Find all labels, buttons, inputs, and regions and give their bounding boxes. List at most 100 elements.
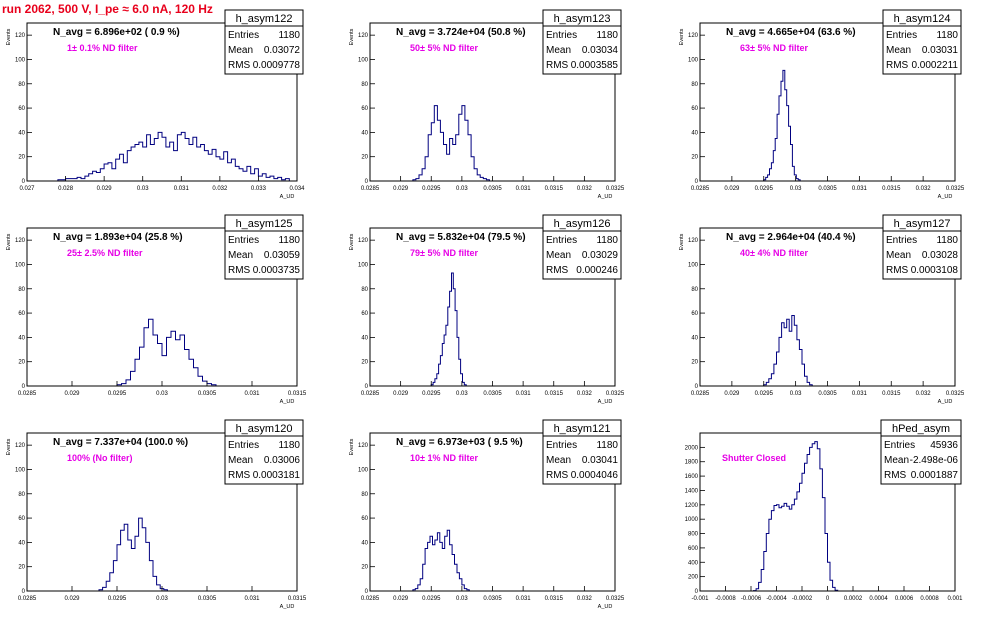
stats-label: Entries xyxy=(228,30,259,41)
y-tick-label: 0 xyxy=(22,384,26,390)
y-tick-label: 200 xyxy=(688,575,699,581)
x-tick-label: 0.0002 xyxy=(844,596,863,602)
x-tick-label: 0.0305 xyxy=(198,391,217,397)
histogram-line xyxy=(412,105,490,181)
histogram-line xyxy=(763,69,801,181)
y-tick-label: 0 xyxy=(695,384,699,390)
y-tick-label: 80 xyxy=(18,492,25,498)
y-tick-label: 60 xyxy=(18,106,25,112)
x-tick-label: 0.031 xyxy=(244,391,260,397)
y-tick-label: 0 xyxy=(695,179,699,185)
y-tick-label: 20 xyxy=(361,155,368,161)
x-tick-label: 0.0004 xyxy=(869,596,888,602)
stats-box-frame xyxy=(882,9,962,75)
x-tick-label: 0.0315 xyxy=(545,596,564,602)
stats-label: Entries xyxy=(886,30,917,41)
x-tick-label: 0.0285 xyxy=(691,186,710,192)
y-tick-label: 40 xyxy=(18,335,25,341)
y-tick-label: 20 xyxy=(18,360,25,366)
x-tick-label: 0.0305 xyxy=(483,391,502,397)
x-tick-label: 0.031 xyxy=(244,596,260,602)
x-tick-label: 0.0315 xyxy=(545,186,564,192)
x-tick-label: 0.0285 xyxy=(361,391,380,397)
y-axis-label: Events xyxy=(6,28,12,45)
x-tick-label: 0.0325 xyxy=(946,391,965,397)
y-axis-label: Events xyxy=(6,438,12,455)
stats-label: Mean xyxy=(546,455,571,466)
stats-label: Entries xyxy=(228,440,259,451)
x-tick-label: 0.0325 xyxy=(606,391,625,397)
stats-label: RMS xyxy=(546,265,569,276)
y-tick-label: 80 xyxy=(691,82,698,88)
x-tick-label: 0.0285 xyxy=(18,391,37,397)
histogram-panel-h_asym127: 0.0285 0.029 0.0295 0.03 0.0305 0.031 0.0315 0.… xyxy=(679,214,965,405)
stats-box-title: hPed_asym xyxy=(892,423,950,435)
x-tick-label: 0.0315 xyxy=(545,391,564,397)
x-tick-label: 0.0285 xyxy=(361,596,380,602)
stats-label: Entries xyxy=(228,235,259,246)
x-tick-label: 0.0295 xyxy=(108,596,127,602)
x-tick-label: 0.029 xyxy=(64,391,80,397)
stats-label: RMS xyxy=(884,470,907,481)
x-tick-label: 0.001 xyxy=(947,596,963,602)
x-tick-label: 0.034 xyxy=(289,186,305,192)
y-tick-label: 80 xyxy=(361,287,368,293)
y-tick-label: 80 xyxy=(361,82,368,88)
y-tick-label: 120 xyxy=(358,238,369,244)
run-title: run 2062, 500 V, I_pe ≈ 6.0 nA, 120 Hz xyxy=(2,2,213,16)
histogram-panel-h_asym124: 0.0285 0.029 0.0295 0.03 0.0305 0.031 0.0315 0.… xyxy=(679,9,965,200)
y-tick-label: 20 xyxy=(18,155,25,161)
x-tick-label: 0.028 xyxy=(58,186,74,192)
stats-value: 0.03041 xyxy=(582,455,619,466)
stats-value: 0.0003585 xyxy=(571,60,619,71)
y-tick-label: 120 xyxy=(15,33,26,39)
stats-box-frame xyxy=(224,214,304,280)
x-axis-label: A_UD xyxy=(598,604,613,610)
stats-value: 0.03034 xyxy=(582,45,619,56)
x-tick-label: 0.0325 xyxy=(606,596,625,602)
stats-value: -2.498e-06 xyxy=(910,455,959,466)
n-avg-label: N_avg = 4.665e+04 (63.6 %) xyxy=(726,27,856,38)
stats-value: 45936 xyxy=(930,440,958,451)
y-tick-label: 800 xyxy=(688,532,699,538)
n-avg-label: N_avg = 3.724e+04 (50.8 %) xyxy=(396,27,526,38)
x-tick-label: 0.029 xyxy=(724,186,740,192)
filter-label: 10± 1% ND filter xyxy=(410,453,478,463)
x-tick-label: 0.0295 xyxy=(422,596,441,602)
stats-value: 1180 xyxy=(596,30,618,41)
y-tick-label: 120 xyxy=(358,443,369,449)
n-avg-label: N_avg = 1.893e+04 (25.8 %) xyxy=(53,232,183,243)
y-tick-label: 400 xyxy=(688,560,699,566)
stats-value: 1180 xyxy=(936,235,958,246)
x-tick-label: 0.0325 xyxy=(606,186,625,192)
stats-label: RMS xyxy=(228,60,251,71)
x-tick-label: -0.0004 xyxy=(766,596,787,602)
x-tick-label: 0.03 xyxy=(456,186,468,192)
stats-value: 1180 xyxy=(278,30,300,41)
stats-label: Mean xyxy=(546,250,571,261)
stats-box-title: h_asym123 xyxy=(554,13,611,25)
stats-value: 0.000246 xyxy=(576,265,618,276)
stats-value: 1180 xyxy=(596,440,618,451)
histogram-panel-h_asym123: 0.0285 0.029 0.0295 0.03 0.0305 0.031 0.0315 0.… xyxy=(349,9,625,200)
stats-value: 0.0009778 xyxy=(253,60,301,71)
stats-value: 1180 xyxy=(278,235,300,246)
histogram-line xyxy=(753,441,839,592)
x-tick-label: 0.029 xyxy=(97,186,113,192)
histogram-panel-h_asym120: 0.0285 0.029 0.0295 0.03 0.0305 0.031 0.0315 0 2… xyxy=(6,419,307,610)
x-axis-label: A_UD xyxy=(280,399,295,405)
stats-label: Mean xyxy=(884,455,909,466)
n-avg-label: N_avg = 7.337e+04 (100.0 %) xyxy=(53,437,188,448)
x-tick-label: 0.031 xyxy=(852,391,868,397)
histogram-line xyxy=(412,529,470,591)
y-tick-label: 0 xyxy=(695,589,699,595)
y-axis-label: Events xyxy=(349,233,355,250)
stats-box-frame xyxy=(882,214,962,280)
y-tick-label: 0 xyxy=(22,179,26,185)
stats-box-title: h_asym120 xyxy=(236,423,293,435)
y-tick-label: 80 xyxy=(18,82,25,88)
y-tick-label: 100 xyxy=(358,467,369,473)
x-tick-label: 0.0315 xyxy=(288,391,307,397)
x-axis-label: A_UD xyxy=(598,194,613,200)
histogram-line xyxy=(763,315,813,386)
